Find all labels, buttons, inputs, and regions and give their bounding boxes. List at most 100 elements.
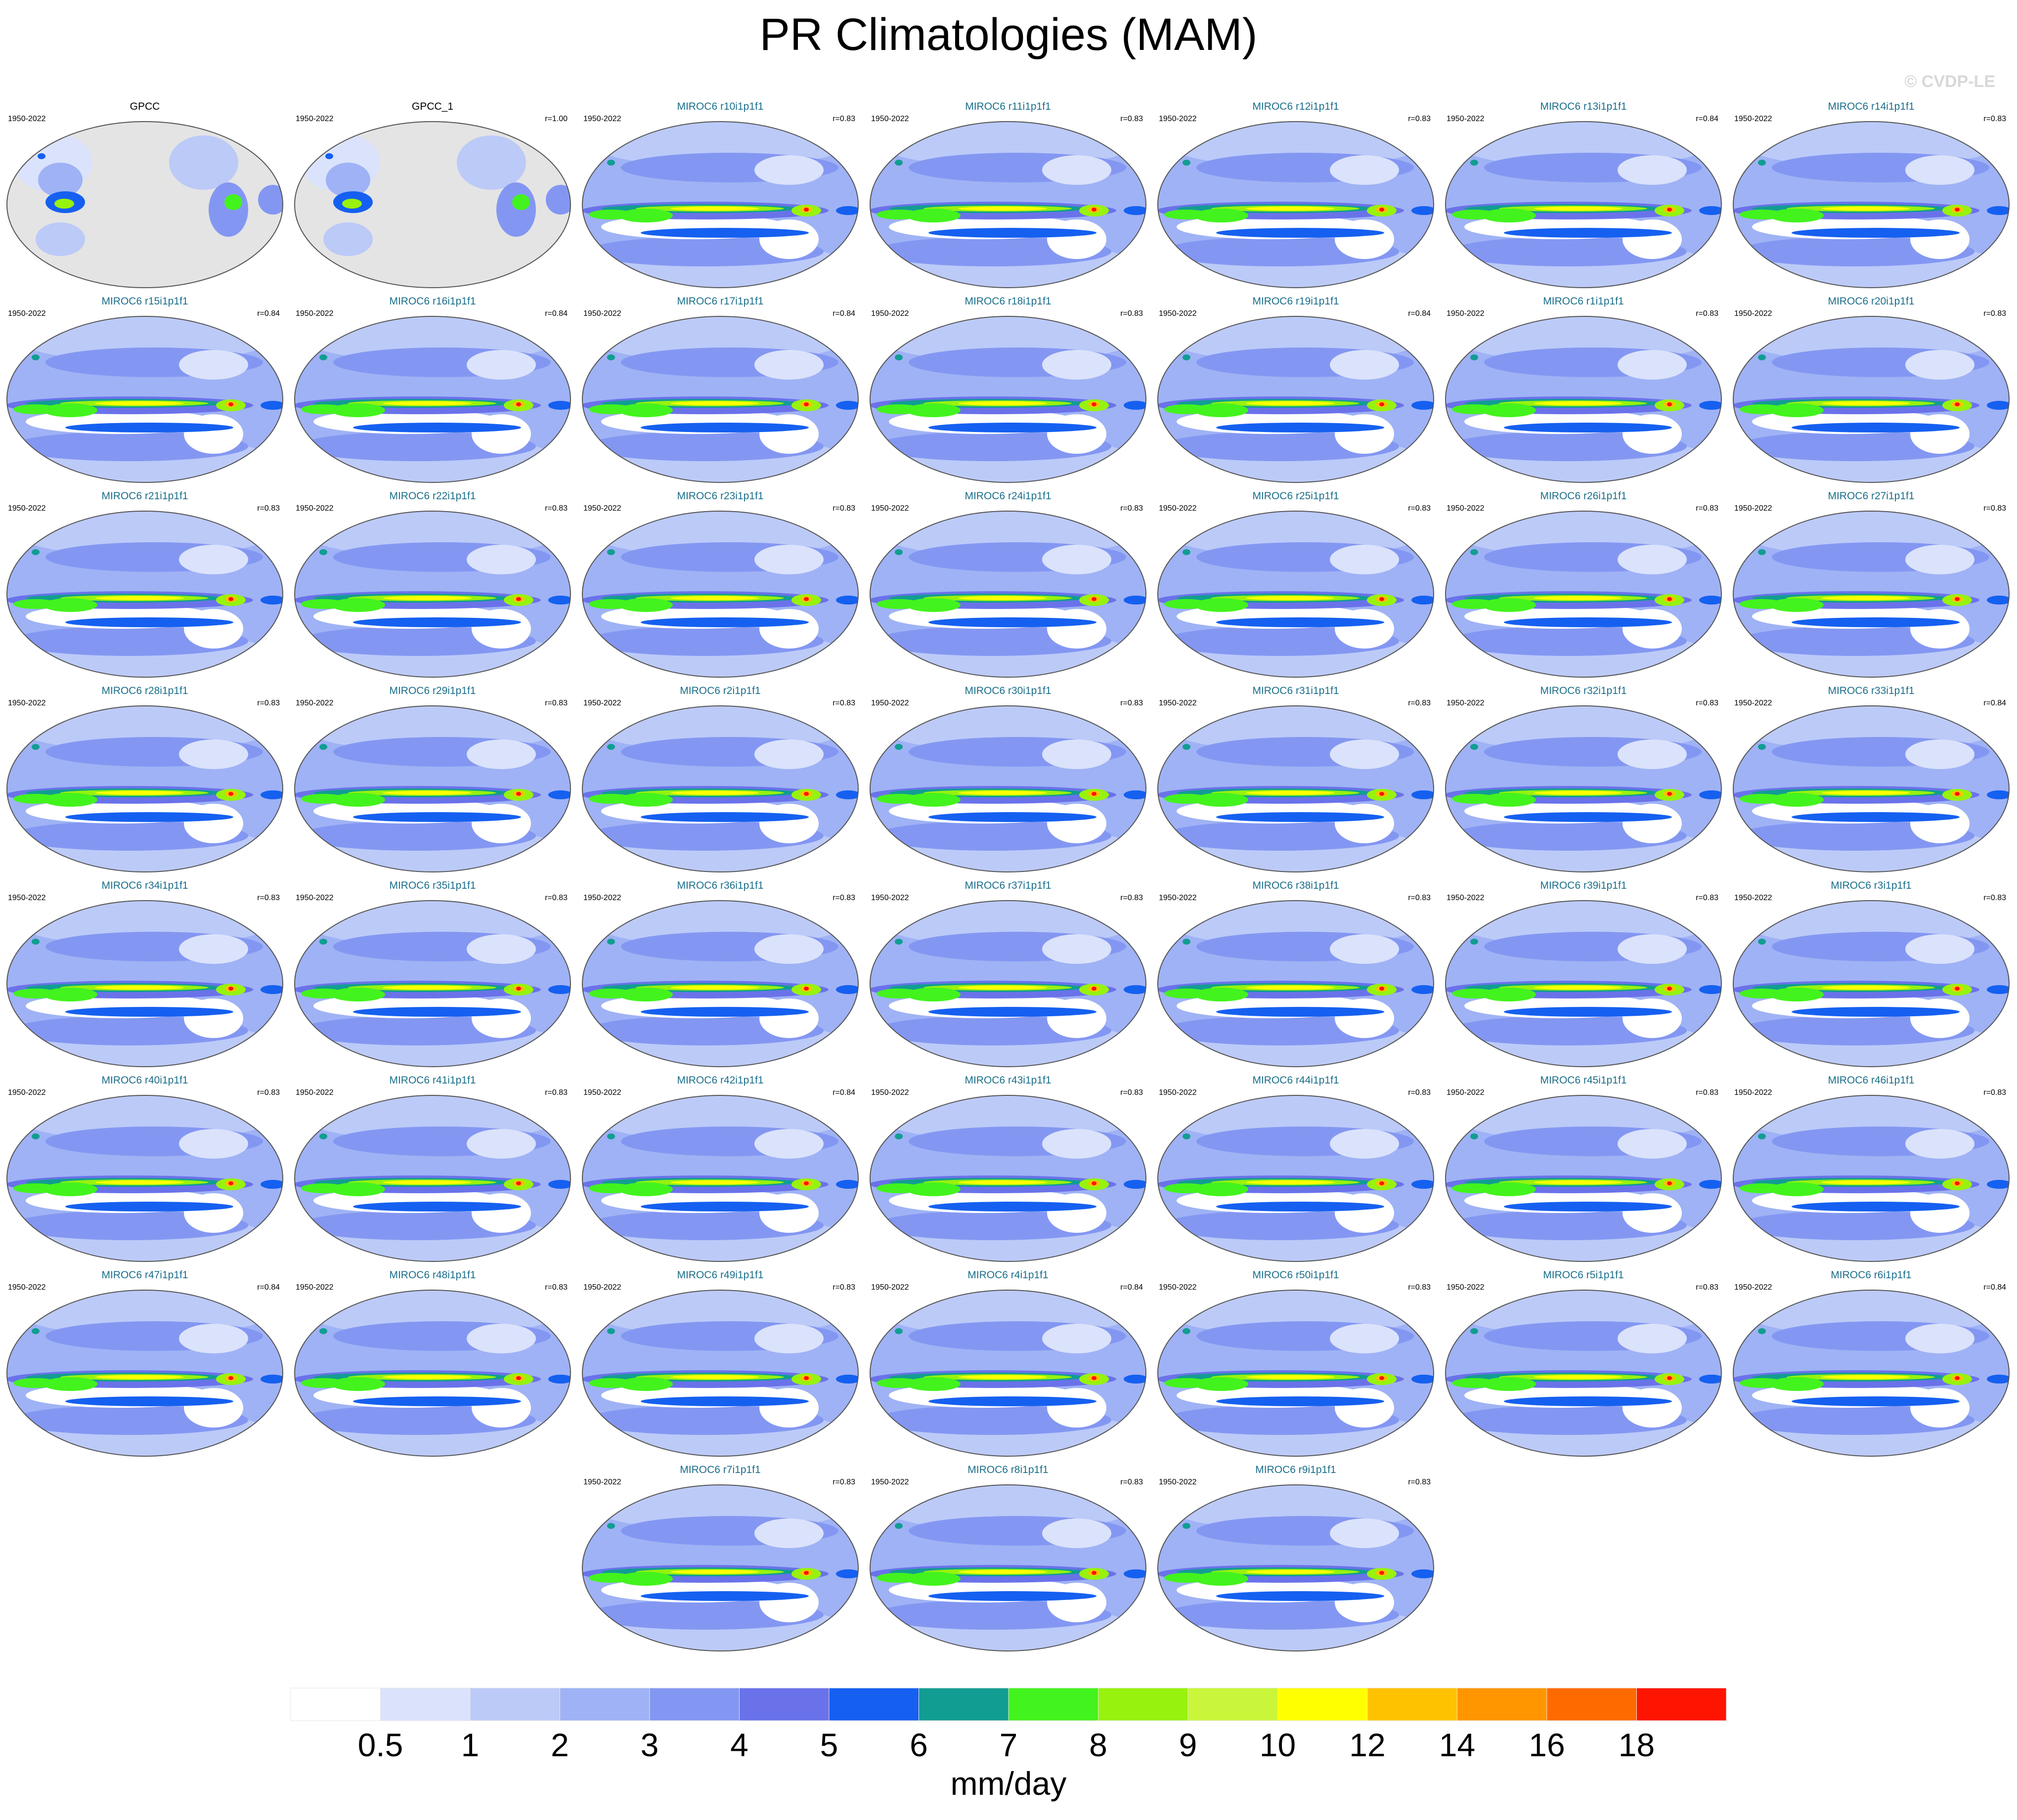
precip-map xyxy=(870,316,1146,483)
precip-indian-ocean xyxy=(13,794,58,804)
map-outline xyxy=(6,511,283,678)
precip-spcz xyxy=(1792,228,1960,238)
panel-correlation: r=0.83 xyxy=(1983,894,2006,902)
precip-atlantic-itcz xyxy=(836,206,858,215)
panel-title: MIROC6 r6i1p1f1 xyxy=(1831,1269,1912,1281)
panel-correlation: r=0.83 xyxy=(257,1088,280,1097)
precip-amazon-max xyxy=(228,1376,233,1380)
precip-kuroshio xyxy=(32,1328,40,1334)
panel-years: 1950-2022 xyxy=(1159,1478,1197,1486)
precip-amazon-max xyxy=(1092,1181,1096,1185)
panel-title: MIROC6 r2i1p1f1 xyxy=(680,685,761,696)
panel-title: MIROC6 r36i1p1f1 xyxy=(677,880,764,891)
precip-atlantic-itcz xyxy=(548,401,570,410)
precip-spcz xyxy=(1504,423,1672,433)
panel-correlation: r=0.83 xyxy=(1408,894,1431,902)
precip-map xyxy=(582,1095,859,1262)
precip-indian-ocean xyxy=(589,599,633,609)
precip-atlantic-itcz xyxy=(261,1375,283,1384)
panel-years: 1950-2022 xyxy=(1734,1088,1772,1097)
panel-title: MIROC6 r9i1p1f1 xyxy=(1255,1464,1336,1475)
precip-indian-ocean xyxy=(301,404,346,414)
precip-dry-zone-north-atlantic xyxy=(467,350,536,380)
precip-maritime-continent xyxy=(1482,1377,1536,1391)
precip-kuroshio xyxy=(607,744,615,750)
precip-itcz-core xyxy=(1821,401,1910,405)
panel-correlation: r=0.83 xyxy=(1120,1088,1143,1097)
panel-title: MIROC6 r32i1p1f1 xyxy=(1540,685,1627,696)
colorbar-tick-label: 1 xyxy=(461,1727,480,1763)
precip-indian-ocean xyxy=(1452,210,1496,219)
panel-title: MIROC6 r3i1p1f1 xyxy=(1831,880,1912,891)
precip-itcz-core xyxy=(958,791,1047,795)
precip-itcz-core xyxy=(958,1570,1047,1574)
precip-atlantic-itcz xyxy=(1987,206,2009,215)
panel-correlation: r=0.83 xyxy=(545,504,568,513)
precip-maritime-continent xyxy=(1482,793,1536,807)
precip-atlantic-itcz xyxy=(1411,1375,1434,1384)
precip-kuroshio xyxy=(895,1328,903,1334)
precip-dry-zone-north-atlantic xyxy=(1042,1324,1111,1353)
precip-land-maritime-core xyxy=(342,199,362,209)
colorbar-tick-label: 9 xyxy=(1179,1727,1197,1763)
precip-kuroshio xyxy=(1183,939,1190,945)
map-outline xyxy=(1157,705,1434,872)
precip-map xyxy=(6,316,283,483)
panel-correlation: r=0.84 xyxy=(257,309,280,318)
precip-itcz-core xyxy=(670,1180,759,1184)
precip-maritime-continent xyxy=(1194,988,1248,1001)
precip-map xyxy=(294,121,571,288)
map-panel: MIROC6 r19i1p1f1 1950-2022 r=0.84 xyxy=(1155,296,1437,488)
colorbar-swatch xyxy=(1457,1688,1547,1721)
precip-indian-ocean xyxy=(1452,404,1496,414)
precip-itcz-core xyxy=(95,1180,184,1184)
precip-atlantic-itcz xyxy=(1987,1180,2009,1189)
panel-correlation: r=0.84 xyxy=(833,309,855,318)
precip-spcz xyxy=(1504,812,1672,822)
panel-title: MIROC6 r38i1p1f1 xyxy=(1252,880,1339,891)
precip-kuroshio xyxy=(607,1133,615,1139)
precip-itcz-core xyxy=(95,401,184,405)
panel-correlation: r=0.83 xyxy=(1983,1088,2006,1097)
precip-spcz xyxy=(1792,1007,1960,1017)
precip-atlantic-itcz xyxy=(1411,790,1434,799)
map-panel: MIROC6 r39i1p1f1 1950-2022 r=0.83 xyxy=(1443,880,1724,1073)
precip-atlantic-itcz xyxy=(836,1375,858,1384)
precip-atlantic-itcz xyxy=(1987,596,2009,605)
map-panel: MIROC6 r44i1p1f1 1950-2022 r=0.83 xyxy=(1155,1075,1437,1267)
precip-spcz xyxy=(1504,1396,1672,1406)
colorbar-swatch xyxy=(380,1688,471,1721)
precip-land-japan xyxy=(325,153,333,159)
panel-title: MIROC6 r44i1p1f1 xyxy=(1252,1075,1339,1086)
panel-correlation: r=0.83 xyxy=(1120,309,1143,318)
precip-maritime-continent xyxy=(618,988,673,1001)
precip-atlantic-itcz xyxy=(548,985,570,994)
panel-years: 1950-2022 xyxy=(1447,115,1485,123)
panel-correlation: r=0.83 xyxy=(1408,1283,1431,1292)
precip-amazon-max xyxy=(516,597,521,601)
map-outline xyxy=(1157,1484,1434,1651)
precip-itcz-core xyxy=(670,596,759,600)
precip-kuroshio xyxy=(319,1328,327,1334)
panel-title: MIROC6 r35i1p1f1 xyxy=(389,880,476,891)
precip-maritime-continent xyxy=(906,1572,961,1586)
colorbar-swatch xyxy=(829,1688,919,1721)
precip-kuroshio xyxy=(1758,939,1766,945)
precip-atlantic-itcz xyxy=(1124,790,1146,799)
precip-atlantic-itcz xyxy=(836,1180,858,1189)
map-panel: MIROC6 r40i1p1f1 1950-2022 r=0.83 xyxy=(4,1075,286,1267)
panel-years: 1950-2022 xyxy=(8,894,46,902)
precip-itcz-core xyxy=(1821,1180,1910,1184)
precip-dry-zone-north-atlantic xyxy=(754,934,824,964)
colorbar-tick-label: 18 xyxy=(1619,1727,1655,1763)
map-outline xyxy=(6,121,283,288)
panel-correlation: r=0.83 xyxy=(545,1088,568,1097)
precip-dry-zone-north-atlantic xyxy=(1330,545,1399,574)
panel-years: 1950-2022 xyxy=(1159,894,1197,902)
map-panel: MIROC6 r9i1p1f1 1950-2022 r=0.83 xyxy=(1155,1464,1437,1657)
map-panel: MIROC6 r25i1p1f1 1950-2022 r=0.83 xyxy=(1155,490,1437,683)
panel-title: MIROC6 r24i1p1f1 xyxy=(965,490,1052,502)
precip-indian-ocean xyxy=(1164,210,1209,219)
precip-indian-ocean xyxy=(877,404,921,414)
panel-correlation: r=0.83 xyxy=(833,699,855,707)
